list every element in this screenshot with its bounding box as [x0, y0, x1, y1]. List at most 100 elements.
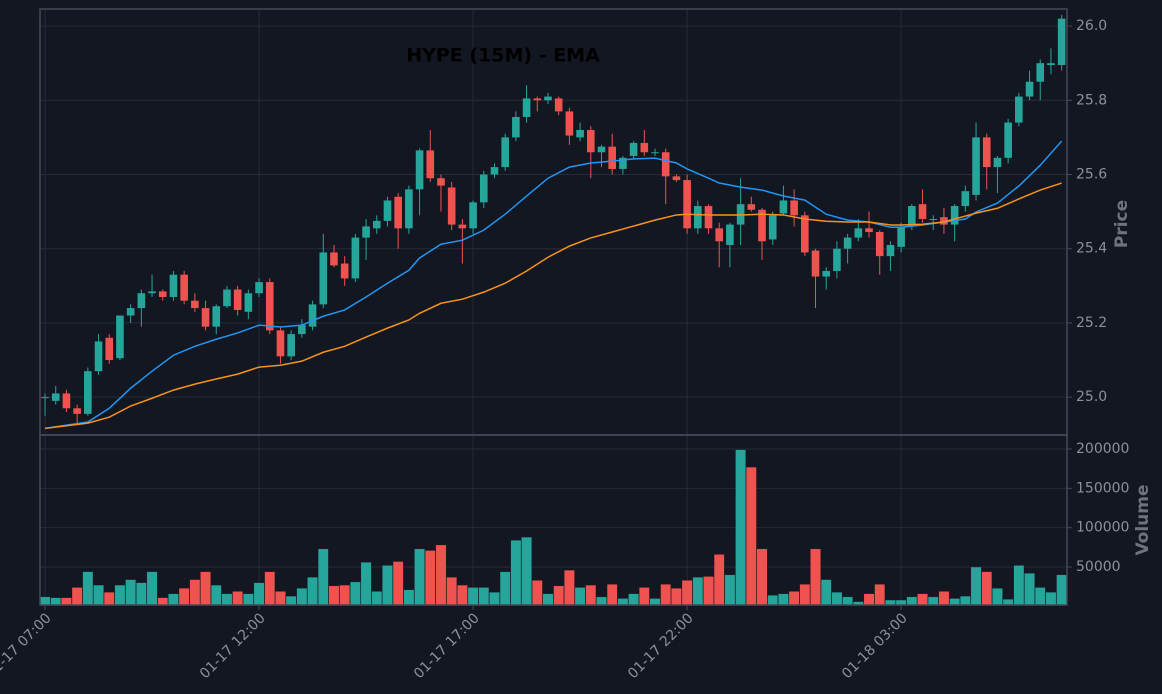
candle-body: [255, 282, 263, 294]
volume-bar: [938, 591, 950, 606]
candle-body: [1004, 122, 1012, 158]
candle-body: [790, 200, 798, 216]
candle-body: [276, 330, 285, 357]
candle-body: [298, 324, 306, 335]
volume-bar: [253, 582, 265, 606]
y-tick-label: 25.6: [1076, 167, 1107, 183]
volume-bar: [243, 593, 254, 606]
volume-bar: [371, 591, 383, 606]
volume-bar: [992, 588, 1003, 606]
candle-body: [608, 146, 616, 169]
candle-body: [672, 176, 681, 181]
candle-body: [801, 215, 809, 253]
candle-body: [126, 308, 135, 316]
volume-bar: [949, 598, 960, 606]
volume-bar: [1024, 573, 1035, 606]
candle-body: [319, 252, 328, 305]
candle-body: [191, 300, 199, 309]
y-tick-label: 100000: [1076, 520, 1129, 536]
volume-bar: [692, 577, 704, 606]
volume-bar: [831, 592, 843, 606]
candle-body: [479, 174, 488, 203]
volume-bar: [596, 596, 607, 606]
volume-bar: [82, 571, 94, 606]
candle-body: [522, 98, 531, 117]
y-tick-label: 25.4: [1076, 241, 1107, 257]
volume-bar: [564, 570, 575, 606]
volume-bar: [703, 576, 714, 606]
volume-bar: [467, 587, 479, 606]
candle-body: [447, 187, 456, 225]
candle-body: [565, 111, 574, 136]
candle-body: [383, 200, 392, 221]
candle-body: [972, 137, 980, 195]
ema-line: [44, 182, 1062, 430]
volume-bar: [585, 584, 597, 606]
candle-body: [437, 178, 445, 186]
candle-body: [105, 337, 114, 361]
candle-body: [651, 152, 659, 154]
candle-body: [875, 232, 884, 257]
candle-body: [597, 146, 606, 153]
volume-bar: [264, 571, 276, 606]
volume-bar: [146, 571, 158, 606]
candle-body: [640, 142, 649, 153]
volume-bar: [478, 587, 490, 606]
volume-bar: [499, 571, 511, 606]
candle-body: [469, 202, 477, 229]
y-tick-label: 200000: [1076, 441, 1129, 457]
candle-body: [1036, 63, 1045, 82]
candle-body: [244, 293, 253, 312]
volume-bar: [189, 579, 201, 606]
candle-body: [1025, 81, 1034, 97]
volume-bar: [232, 591, 243, 606]
candle-body: [865, 228, 873, 233]
candle-body: [1047, 63, 1055, 66]
candle-body: [415, 150, 424, 190]
y-tick-label: 25.8: [1076, 92, 1107, 108]
volume-bar: [1013, 565, 1025, 606]
candle-body: [426, 150, 435, 179]
volume-bar: [628, 593, 639, 606]
volume-bar: [317, 548, 329, 606]
volume-bar: [842, 596, 853, 606]
candle-body: [822, 270, 831, 277]
candle-body: [405, 189, 413, 229]
candle-body: [886, 245, 895, 257]
ema-line: [44, 140, 1063, 430]
volume-bar: [639, 587, 650, 606]
candle-body: [201, 308, 210, 327]
volume-bar: [1056, 574, 1067, 606]
volume-bar: [114, 584, 126, 606]
volume-bar: [136, 582, 147, 606]
volume-bar: [810, 548, 821, 606]
volume-bar: [178, 588, 190, 606]
volume-bar: [200, 571, 211, 606]
volume-bar: [103, 592, 115, 606]
candle-body: [961, 191, 970, 207]
candle-body: [811, 250, 820, 277]
volume-bar: [328, 585, 340, 606]
volume-bar: [61, 597, 72, 606]
volume-bar: [1034, 587, 1046, 606]
candle-body: [265, 282, 274, 331]
volume-bar: [542, 593, 554, 606]
volume-bar: [799, 584, 811, 606]
volume-bar: [606, 584, 618, 606]
volume-bar: [71, 587, 83, 606]
volume-frame: [39, 434, 1068, 606]
candle-body: [747, 204, 756, 210]
candle-body: [84, 371, 92, 414]
candle-body: [94, 341, 103, 372]
candle-body: [73, 408, 81, 414]
volume-bar: [574, 587, 586, 606]
volume-bar: [767, 595, 779, 606]
volume-bar: [970, 566, 982, 606]
candle-body: [148, 291, 156, 294]
candle-body: [169, 274, 178, 297]
candle-body: [116, 315, 124, 359]
candle-body: [223, 289, 231, 307]
volume-bar: [392, 561, 404, 606]
volume-bar: [210, 584, 222, 606]
candle-body: [362, 226, 370, 238]
